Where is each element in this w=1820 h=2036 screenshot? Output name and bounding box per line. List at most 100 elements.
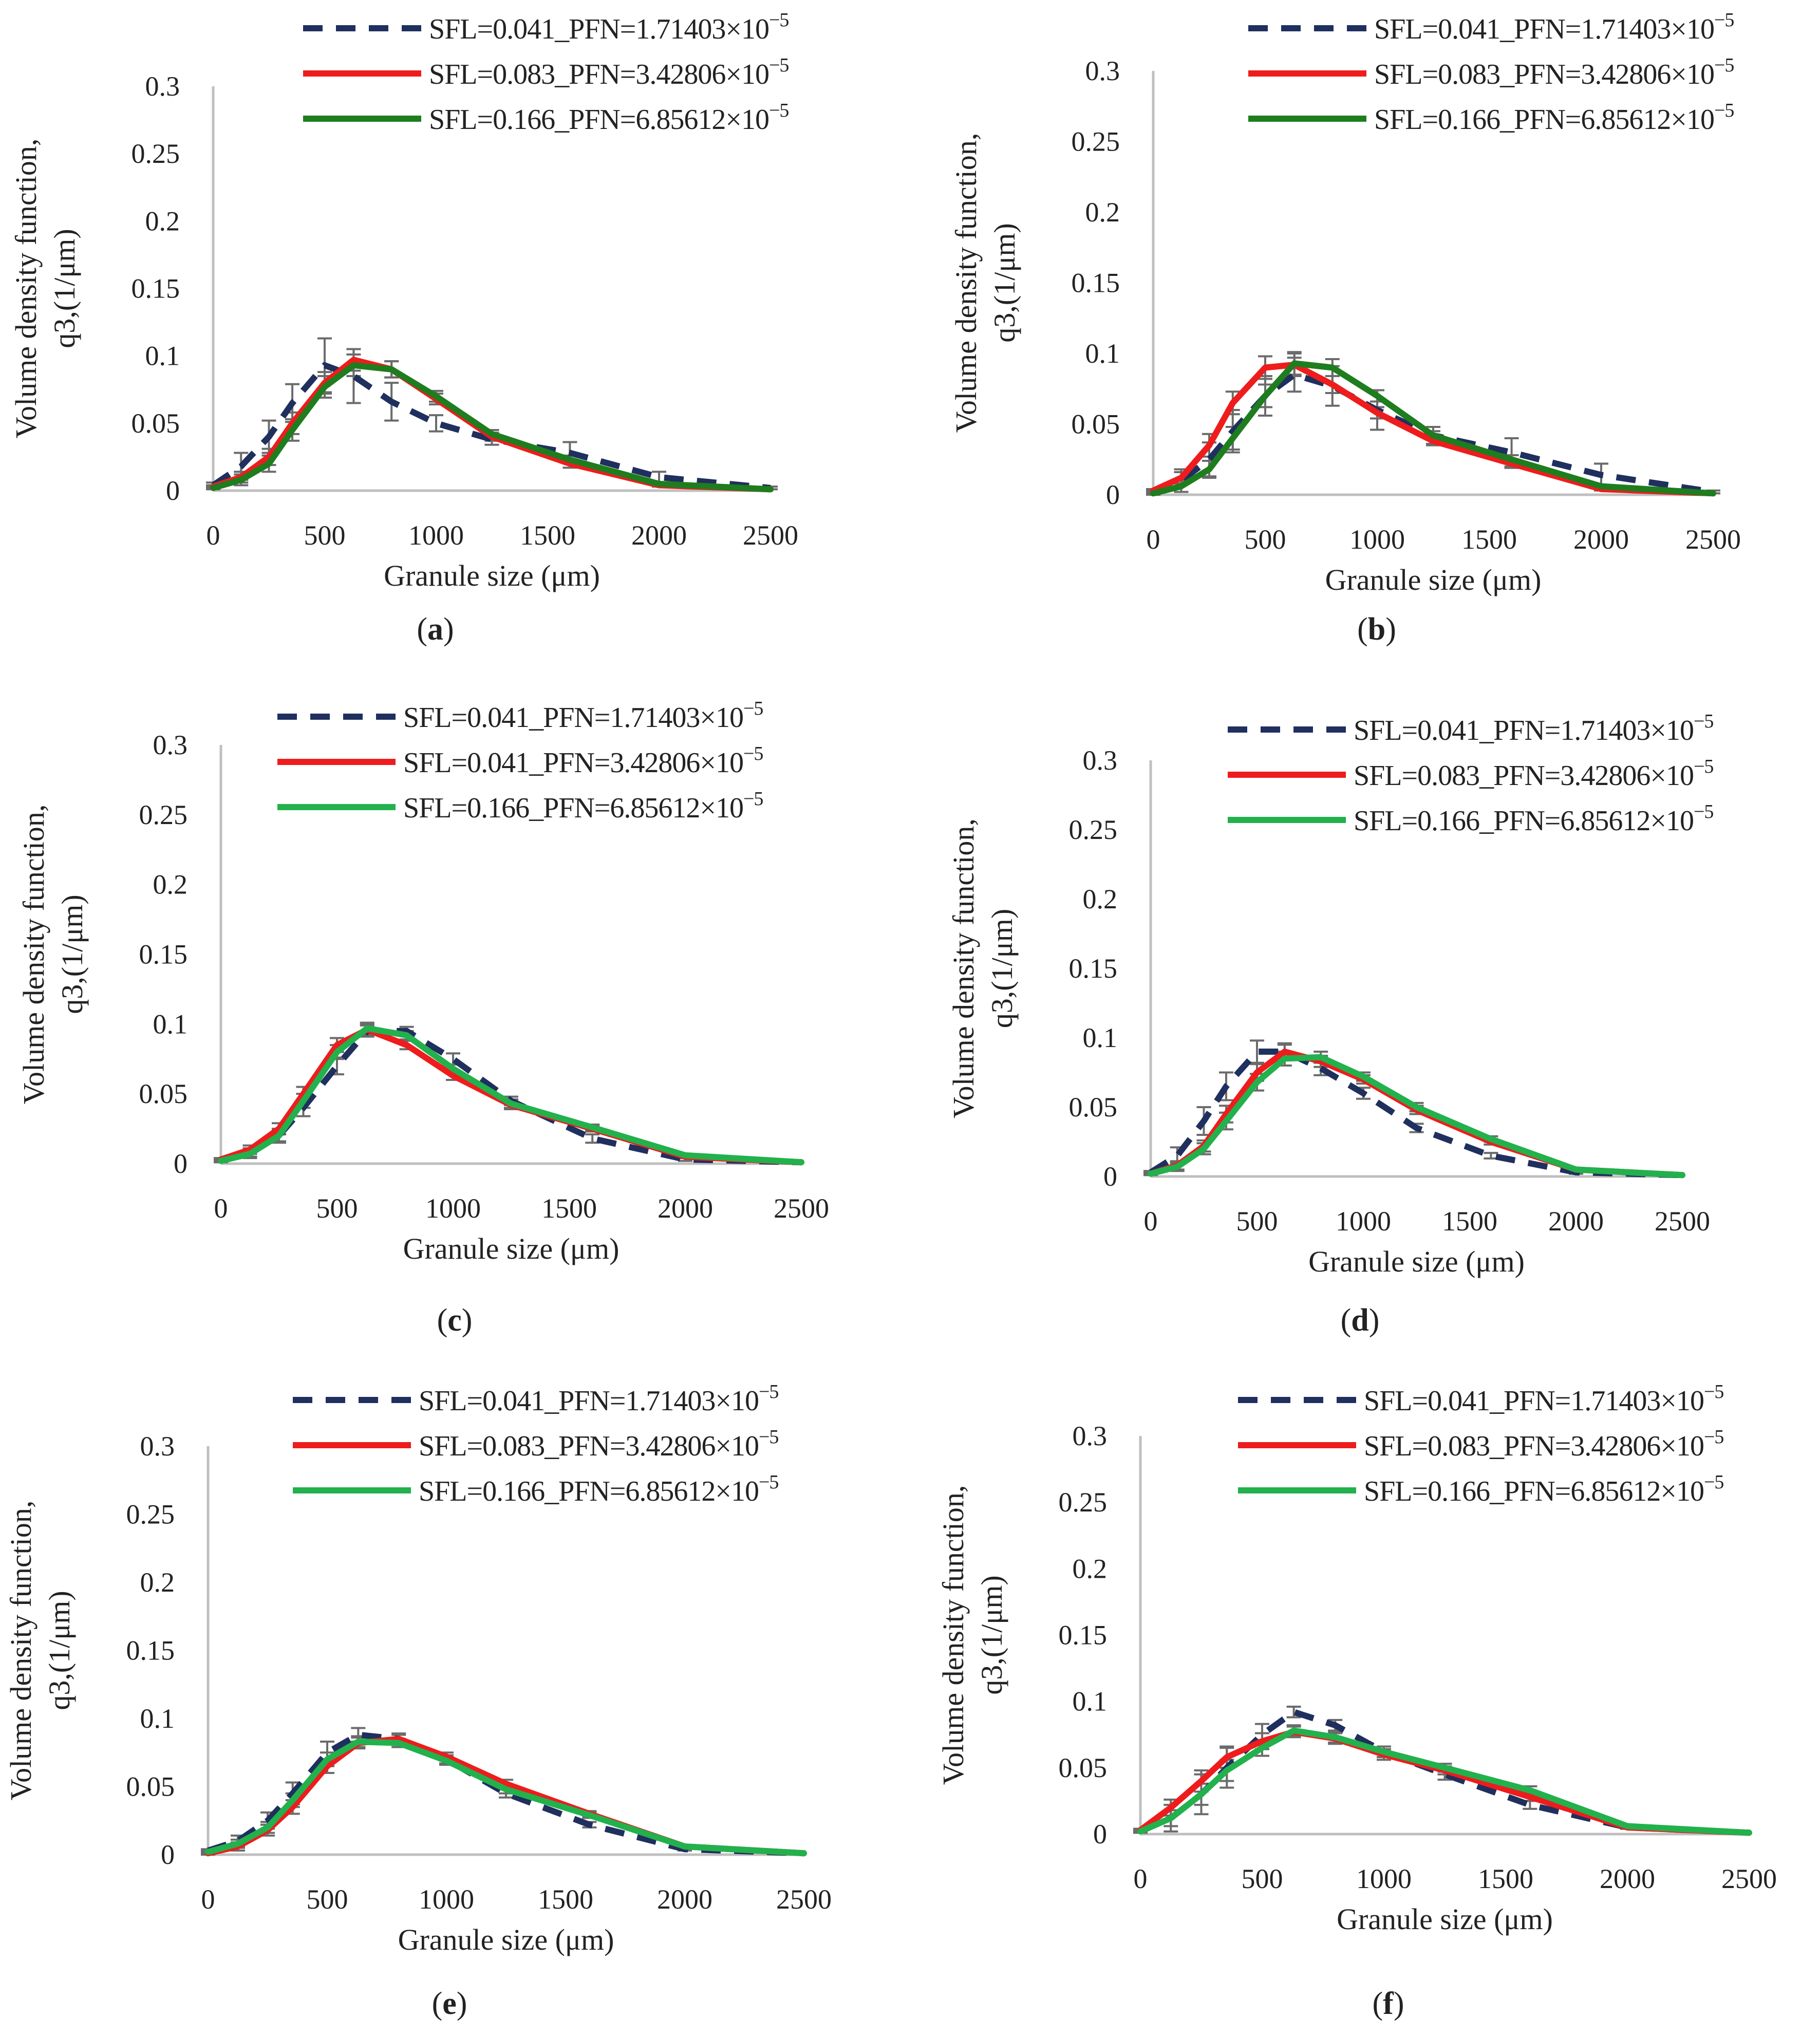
- y-tick-label: 0.05: [139, 1078, 188, 1109]
- x-axis-title: Granule size (μm): [398, 1923, 614, 1956]
- y-axis-title-line1: Volume density function,: [17, 805, 50, 1105]
- series-line-3: [210, 362, 774, 493]
- y-tick-label: 0.15: [139, 939, 188, 970]
- series-line-1: [1152, 371, 1714, 495]
- y-tick-label: 0: [174, 1148, 187, 1179]
- y-tick-label: 0.2: [145, 206, 180, 236]
- chart-panel-f: 0 0.05 0.1 0.15 0.2 0.25 0.3 0 500 1000 1500 2000 25…: [936, 1381, 1777, 2021]
- x-tick-label: 0: [1147, 524, 1160, 555]
- x-tick-label: 1500: [1478, 1863, 1533, 1894]
- y-axis-title-line2: q3,(1/μm): [988, 223, 1021, 342]
- series-line-3: [1137, 1727, 1752, 1836]
- legend-entry-2: SFL=0.083_PFN=3.42806×10−5: [419, 1426, 778, 1462]
- x-tick-label: 2000: [658, 1193, 713, 1224]
- y-tick-label: 0.1: [140, 1703, 175, 1734]
- y-tick-label: 0.25: [1072, 126, 1120, 157]
- y-tick-label: 0.3: [1073, 1421, 1108, 1451]
- x-tick-label: 1000: [1349, 524, 1405, 555]
- x-axis-title: Granule size (μm): [1325, 563, 1542, 596]
- y-axis-title-line1: Volume density function,: [947, 818, 980, 1118]
- x-tick-label: 0: [201, 1884, 215, 1915]
- y-axis-title-line2: q3,(1/μm): [55, 894, 89, 1014]
- x-tick-label: 1000: [425, 1193, 481, 1224]
- x-tick-label: 1000: [408, 520, 464, 551]
- y-tick-label: 0.25: [126, 1499, 175, 1530]
- y-tick-label: 0.25: [132, 138, 180, 169]
- panel-label: (d): [1341, 1303, 1380, 1338]
- y-tick-label: 0.3: [153, 730, 188, 760]
- x-axis-title: Granule size (μm): [1308, 1245, 1525, 1278]
- x-tick-label: 1500: [1442, 1206, 1497, 1237]
- y-tick-label: 0: [166, 475, 180, 506]
- y-tick-label: 0.2: [1083, 884, 1118, 914]
- y-tick-label: 0.15: [126, 1635, 175, 1666]
- x-axis-title: Granule size (μm): [384, 559, 600, 592]
- y-tick-label: 0.3: [145, 71, 180, 102]
- y-axis-title-line2: q3,(1/μm): [43, 1591, 76, 1710]
- series-line-2: [1150, 362, 1716, 497]
- legend-entry-1: SFL=0.041_PFN=1.71403×10−5: [403, 698, 763, 734]
- legend-entry-1: SFL=0.041_PFN=1.71403×10−5: [1354, 711, 1713, 746]
- y-tick-label: 0.05: [1072, 409, 1120, 440]
- x-tick-label: 2000: [657, 1884, 712, 1915]
- series-line-1: [1139, 1709, 1750, 1836]
- x-tick-label: 1500: [520, 520, 575, 551]
- y-tick-label: 0.3: [1085, 55, 1120, 86]
- x-tick-label: 500: [1236, 1206, 1278, 1237]
- legend-entry-2: SFL=0.083_PFN=3.42806×10−5: [1354, 756, 1713, 792]
- y-tick-label: 0.1: [1073, 1686, 1108, 1717]
- x-tick-label: 2000: [1548, 1206, 1604, 1237]
- y-axis-title-line1: Volume density function,: [936, 1485, 970, 1785]
- legend-entry-1: SFL=0.041_PFN=1.71403×10−5: [429, 9, 789, 45]
- legend-entry-3: SFL=0.166_PFN=6.85612×10−5: [419, 1471, 778, 1507]
- y-tick-label: 0.3: [140, 1431, 175, 1462]
- panel-label: (c): [437, 1303, 473, 1338]
- legend-entry-2: SFL=0.083_PFN=3.42806×10−5: [1374, 54, 1734, 90]
- y-tick-label: 0.3: [1083, 745, 1118, 776]
- legend-entry-3: SFL=0.166_PFN=6.85612×10−5: [1364, 1471, 1723, 1507]
- y-tick-label: 0.2: [153, 869, 188, 900]
- x-tick-label: 0: [1144, 1206, 1158, 1237]
- y-tick-label: 0: [1093, 1819, 1107, 1850]
- x-tick-label: 500: [1245, 524, 1286, 555]
- y-axis-title-line1: Volume density function,: [949, 133, 983, 433]
- y-tick-label: 0.2: [140, 1567, 175, 1598]
- series-line-3: [1150, 360, 1716, 497]
- y-tick-label: 0.15: [1059, 1620, 1108, 1651]
- x-tick-label: 2500: [1685, 524, 1741, 555]
- y-tick-label: 0: [1103, 1161, 1117, 1192]
- x-tick-label: 1500: [1461, 524, 1517, 555]
- legend-entry-2: SFL=0.083_PFN=3.42806×10−5: [429, 54, 789, 90]
- x-axis-title: Granule size (μm): [403, 1232, 620, 1265]
- y-tick-label: 0.25: [1069, 814, 1118, 845]
- y-tick-label: 0.2: [1085, 197, 1120, 228]
- x-tick-label: 1500: [541, 1193, 597, 1224]
- series-line-1: [220, 1028, 802, 1166]
- x-tick-label: 2500: [1721, 1863, 1777, 1894]
- x-tick-label: 500: [316, 1193, 358, 1224]
- legend-entry-3: SFL=0.166_PFN=6.85612×10−5: [1354, 801, 1713, 837]
- y-tick-label: 0.1: [153, 1008, 188, 1039]
- legend-entry-3: SFL=0.166_PFN=6.85612×10−5: [403, 788, 763, 824]
- x-tick-label: 0: [207, 520, 220, 551]
- x-tick-label: 2500: [743, 520, 798, 551]
- legend-entry-2: SFL=0.041_PFN=3.42806×10−5: [403, 743, 763, 779]
- legend-entry-3: SFL=0.166_PFN=6.85612×10−5: [429, 100, 789, 136]
- x-axis-title: Granule size (μm): [1337, 1902, 1553, 1936]
- y-tick-label: 0.05: [1059, 1752, 1108, 1783]
- y-axis-title-line2: q3,(1/μm): [985, 909, 1019, 1028]
- legend-entry-3: SFL=0.166_PFN=6.85612×10−5: [1374, 100, 1734, 136]
- x-tick-label: 0: [214, 1193, 228, 1224]
- y-tick-label: 0.15: [1072, 268, 1120, 298]
- y-axis-title-line2: q3,(1/μm): [975, 1575, 1008, 1694]
- series-line-3: [205, 1739, 807, 1857]
- y-tick-label: 0.1: [1085, 338, 1120, 369]
- legend-entry-1: SFL=0.041_PFN=1.71403×10−5: [1364, 1381, 1723, 1417]
- series-line-3: [1148, 1054, 1685, 1179]
- y-tick-label: 0.15: [1069, 953, 1118, 984]
- chart-panel-a: 0 0.05 0.1 0.15 0.2 0.25 0.3 0 500 1000 1500 2000 25…: [9, 9, 798, 647]
- y-axis-title-line2: q3,(1/μm): [48, 229, 81, 348]
- y-tick-label: 0.05: [126, 1771, 175, 1802]
- panel-label: (e): [432, 1986, 467, 2021]
- legend-entry-1: SFL=0.041_PFN=1.71403×10−5: [419, 1381, 778, 1417]
